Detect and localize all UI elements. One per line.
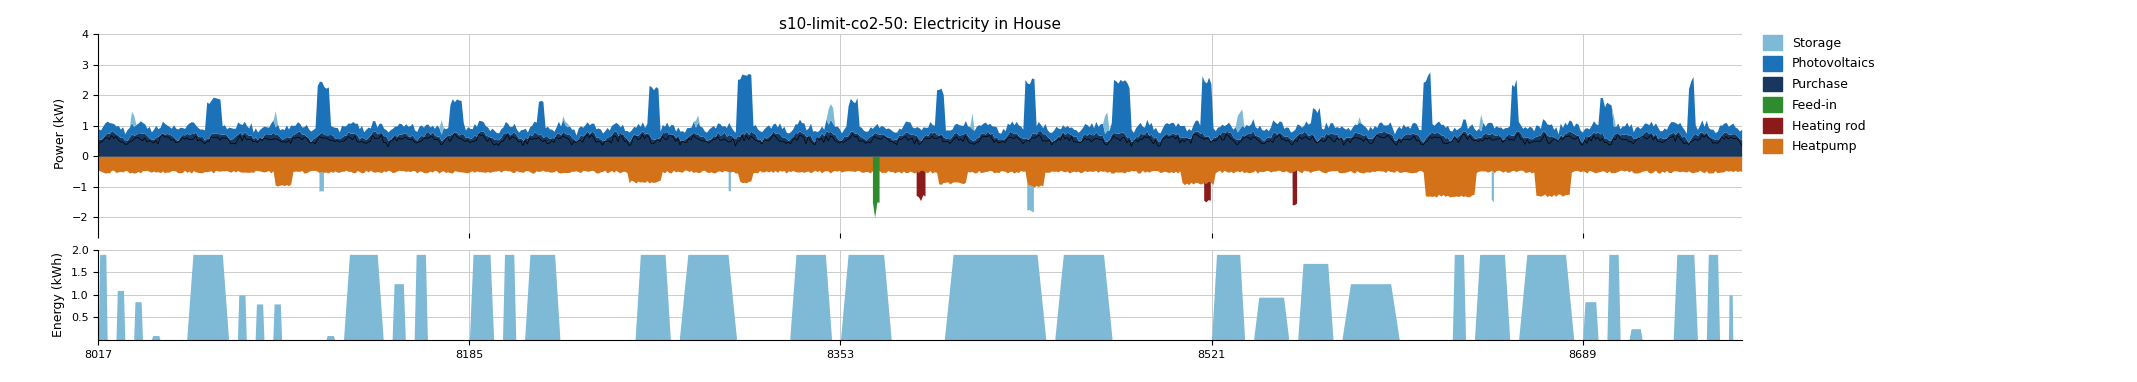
Y-axis label: Energy (kWh): Energy (kWh): [51, 253, 66, 337]
Legend: Storage, Photovoltaics, Purchase, Feed-in, Heating rod, Heatpump: Storage, Photovoltaics, Purchase, Feed-i…: [1759, 31, 1881, 158]
Title: s10-limit-co2-50: Electricity in House: s10-limit-co2-50: Electricity in House: [780, 17, 1060, 32]
Y-axis label: Power (kW): Power (kW): [53, 98, 66, 169]
